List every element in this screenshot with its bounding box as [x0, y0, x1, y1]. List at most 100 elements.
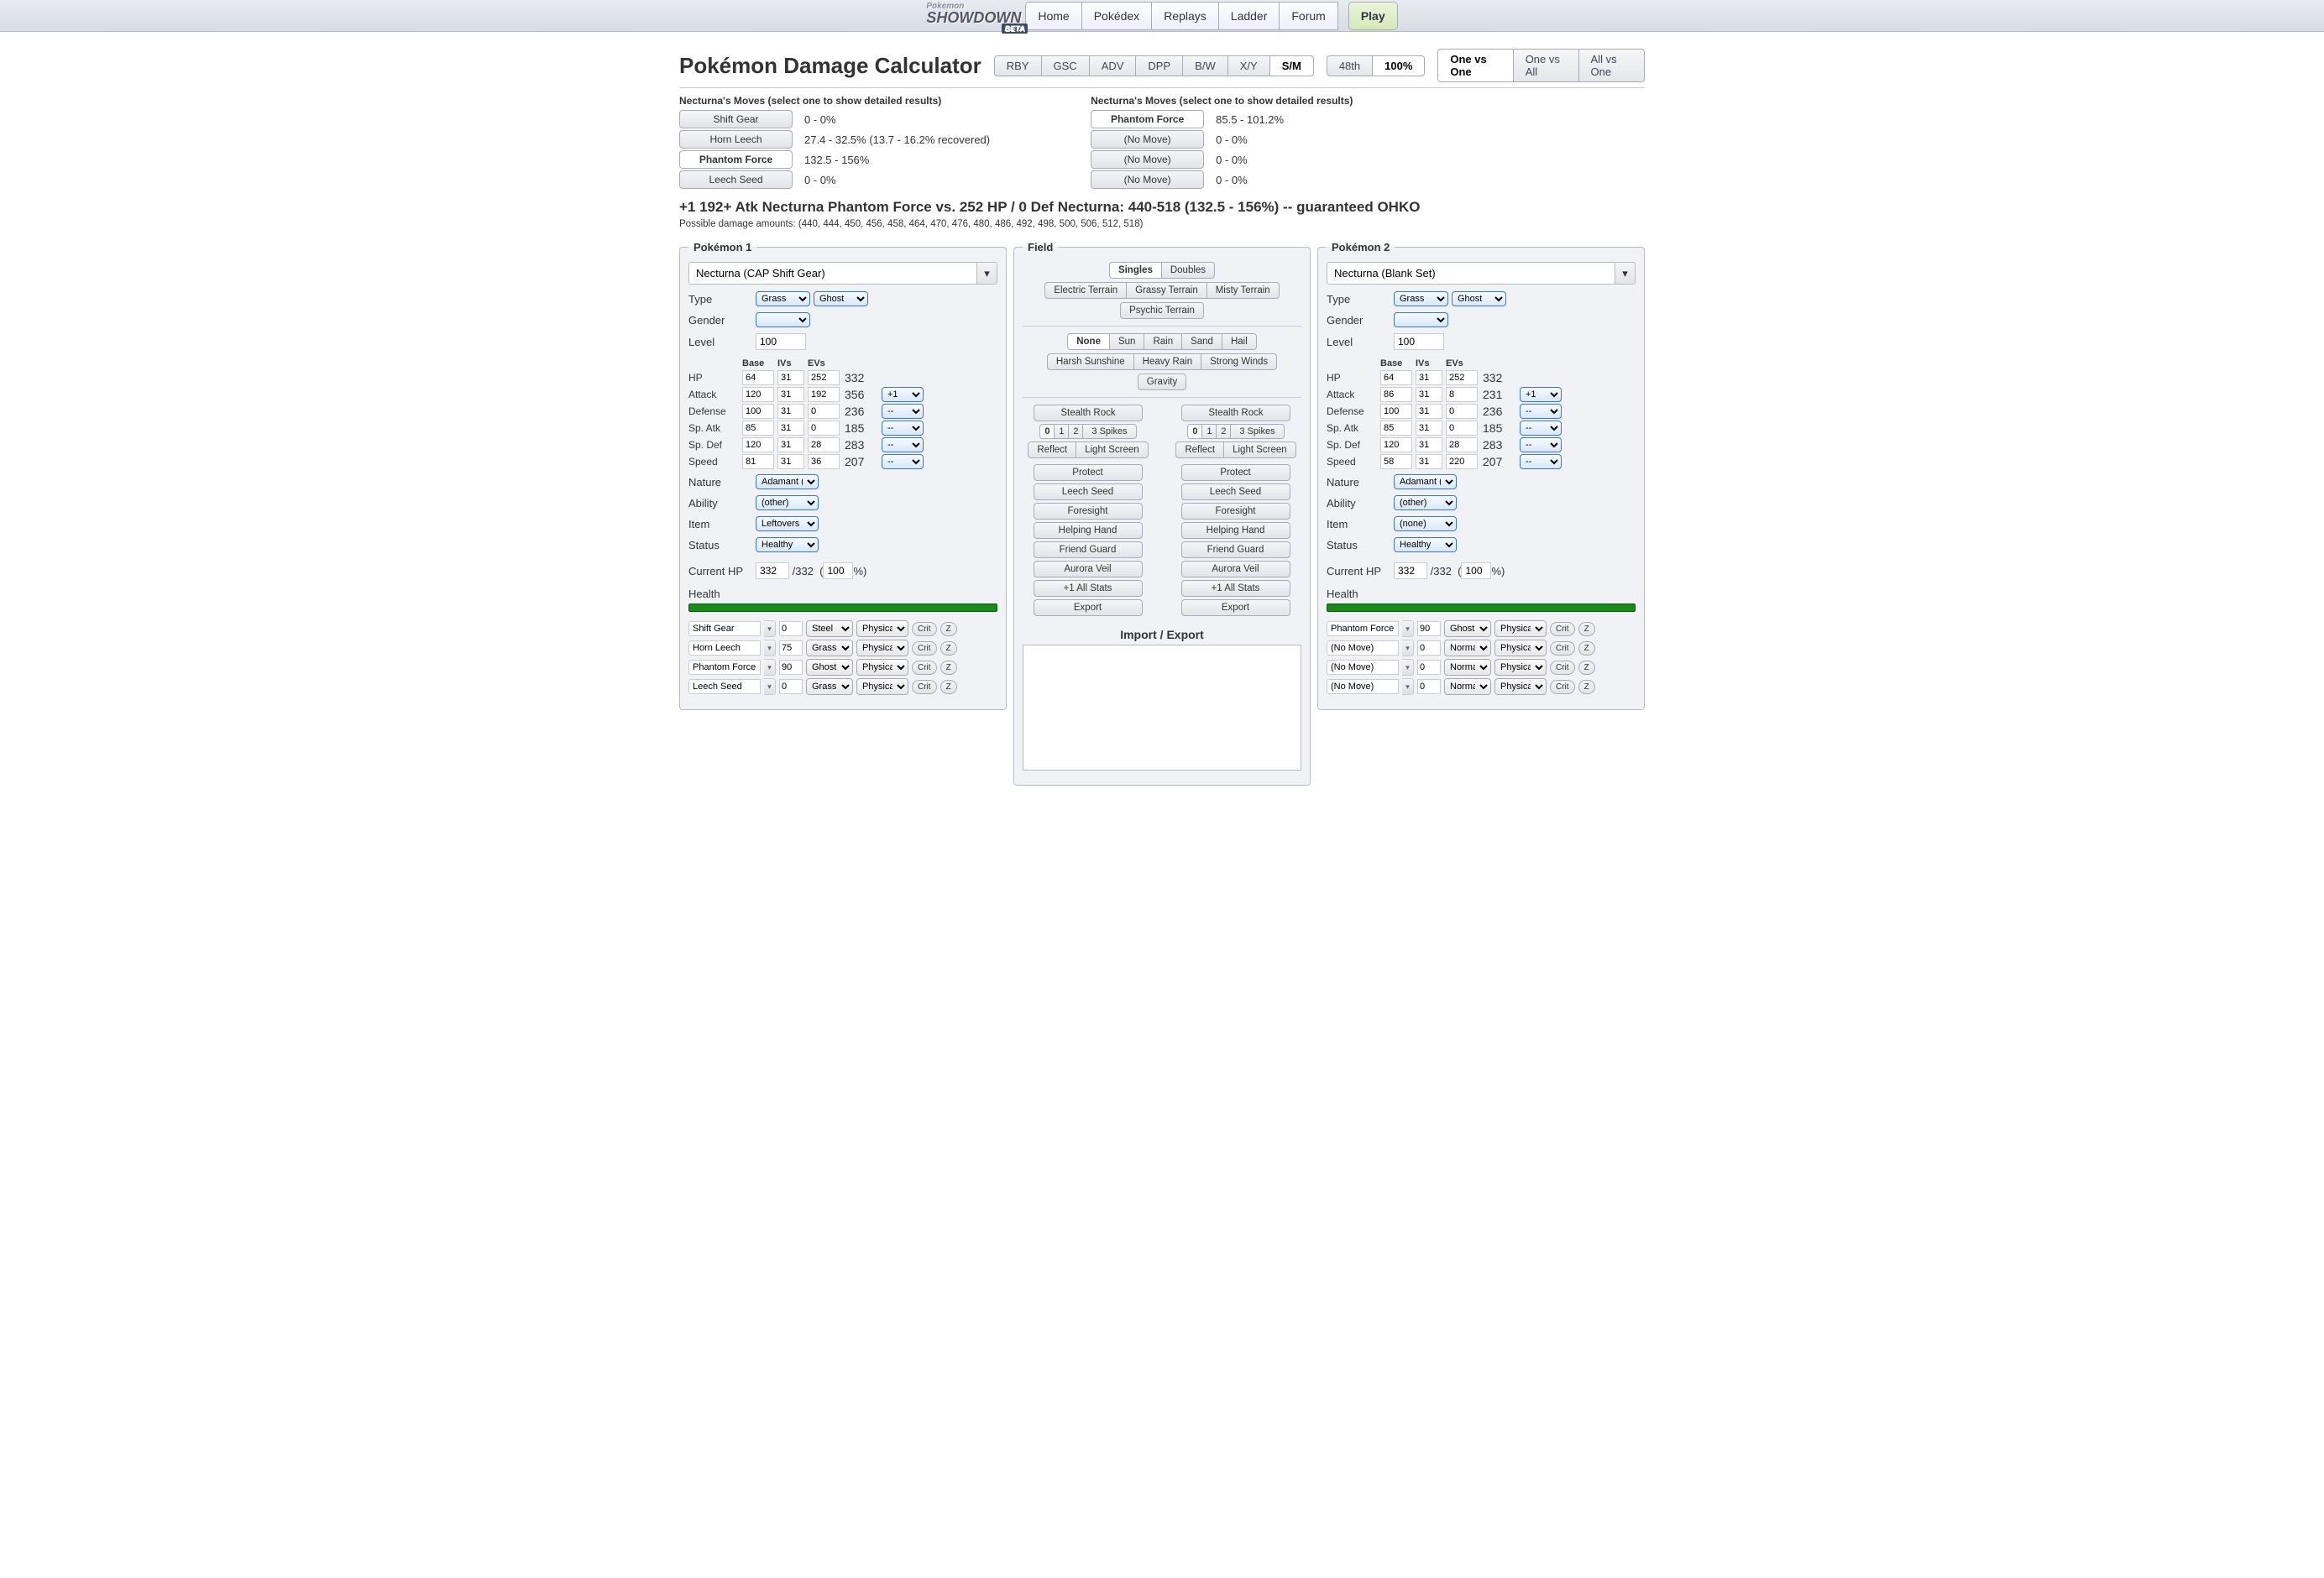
- field-protect[interactable]: Protect: [1034, 464, 1143, 481]
- nav-pokedex[interactable]: Pokédex: [1081, 2, 1152, 30]
- field--1-all-stats[interactable]: +1 All Stats: [1034, 580, 1143, 597]
- p1-slot-0-name[interactable]: [688, 621, 761, 636]
- level-tabs: 48th100%: [1327, 55, 1426, 76]
- p1-slot-1-name[interactable]: [688, 640, 761, 656]
- gen-tab-s-m[interactable]: S/M: [1269, 55, 1314, 76]
- field-harsh-sunshine[interactable]: Harsh Sunshine: [1047, 353, 1134, 370]
- field-strong-winds[interactable]: Strong Winds: [1201, 353, 1277, 370]
- p2-slot-0-z[interactable]: Z: [1578, 622, 1595, 636]
- right-move-3[interactable]: (No Move): [1091, 170, 1204, 189]
- p1-slot-2-z[interactable]: Z: [940, 661, 957, 675]
- p2-slot-2-name[interactable]: [1327, 660, 1399, 675]
- field-helping-hand[interactable]: Helping Hand: [1181, 522, 1290, 539]
- gen-tab-rby[interactable]: RBY: [994, 55, 1042, 76]
- nav-forum[interactable]: Forum: [1279, 2, 1337, 30]
- field--1-all-stats[interactable]: +1 All Stats: [1181, 580, 1290, 597]
- field-leech-seed[interactable]: Leech Seed: [1034, 483, 1143, 500]
- mode-tab-one-vs-one[interactable]: One vs One: [1437, 49, 1513, 82]
- p2-slot-3-name[interactable]: [1327, 679, 1399, 694]
- nav-ladder[interactable]: Ladder: [1218, 2, 1280, 30]
- p1-slot-1-z[interactable]: Z: [940, 641, 957, 656]
- field-protect[interactable]: Protect: [1181, 464, 1290, 481]
- right-move-2[interactable]: (No Move): [1091, 150, 1204, 169]
- p1-slot-3-crit[interactable]: Crit: [912, 680, 937, 694]
- field-grassy-terrain[interactable]: Grassy Terrain: [1126, 282, 1207, 299]
- field-psychic-terrain[interactable]: Psychic Terrain: [1120, 302, 1204, 319]
- field-electric-terrain[interactable]: Electric Terrain: [1044, 282, 1127, 299]
- field-sand[interactable]: Sand: [1181, 333, 1222, 350]
- damage-amounts: Possible damage amounts: (440, 444, 450,…: [679, 219, 1645, 229]
- left-move-0[interactable]: Shift Gear: [679, 110, 793, 128]
- nav-replays[interactable]: Replays: [1151, 2, 1219, 30]
- field-light-screen[interactable]: Light Screen: [1076, 442, 1149, 458]
- field-stealth-rock[interactable]: Stealth Rock: [1034, 405, 1143, 421]
- field-friend-guard[interactable]: Friend Guard: [1181, 541, 1290, 558]
- p1-slot-0-z[interactable]: Z: [940, 622, 957, 636]
- field-light-screen[interactable]: Light Screen: [1223, 442, 1296, 458]
- gen-tab-dpp[interactable]: DPP: [1135, 55, 1183, 76]
- lvl-tab-100-[interactable]: 100%: [1372, 55, 1425, 76]
- field-export[interactable]: Export: [1181, 599, 1290, 616]
- field-stealth-rock[interactable]: Stealth Rock: [1181, 405, 1290, 421]
- gen-tab-gsc[interactable]: GSC: [1041, 55, 1090, 76]
- left-move-3[interactable]: Leech Seed: [679, 170, 793, 189]
- field-friend-guard[interactable]: Friend Guard: [1034, 541, 1143, 558]
- p2-slot-2-crit[interactable]: Crit: [1550, 661, 1575, 675]
- p2-slot-1-name[interactable]: [1327, 640, 1399, 656]
- left-move-2[interactable]: Phantom Force: [679, 150, 793, 169]
- field-heavy-rain[interactable]: Heavy Rain: [1133, 353, 1201, 370]
- field-export[interactable]: Export: [1034, 599, 1143, 616]
- field-misty-terrain[interactable]: Misty Terrain: [1206, 282, 1280, 299]
- p2-slot-2-z[interactable]: Z: [1578, 661, 1595, 675]
- field-singles[interactable]: Singles: [1109, 262, 1162, 279]
- field-leech-seed[interactable]: Leech Seed: [1181, 483, 1290, 500]
- nav-home[interactable]: Home: [1025, 2, 1081, 30]
- field-doubles[interactable]: Doubles: [1161, 262, 1215, 279]
- field-reflect[interactable]: Reflect: [1175, 442, 1224, 458]
- p1-slot-2-name[interactable]: [688, 660, 761, 675]
- mode-tab-all-vs-one[interactable]: All vs One: [1578, 49, 1645, 82]
- field-aurora-veil[interactable]: Aurora Veil: [1034, 561, 1143, 577]
- p2-slot-0-crit[interactable]: Crit: [1550, 622, 1575, 636]
- import-export-textarea[interactable]: [1023, 645, 1301, 771]
- field-foresight[interactable]: Foresight: [1181, 503, 1290, 520]
- p2-slot-1-z[interactable]: Z: [1578, 641, 1595, 656]
- p2-slot-3-z[interactable]: Z: [1578, 680, 1595, 694]
- field-none[interactable]: None: [1067, 333, 1110, 350]
- left-move-dmg-0: 0 - 0%: [804, 113, 836, 126]
- left-move-1[interactable]: Horn Leech: [679, 130, 793, 149]
- field-reflect[interactable]: Reflect: [1028, 442, 1076, 458]
- field-hail[interactable]: Hail: [1222, 333, 1257, 350]
- p2-slot-3-crit[interactable]: Crit: [1550, 680, 1575, 694]
- p2-set-input[interactable]: [1327, 262, 1615, 285]
- logo: Pokemon SHOWDOWN BETA: [926, 4, 1021, 27]
- gen-tab-b-w[interactable]: B/W: [1182, 55, 1228, 76]
- result-text: +1 192+ Atk Necturna Phantom Force vs. 2…: [679, 199, 1645, 216]
- p2-slot-1-crit[interactable]: Crit: [1550, 641, 1575, 656]
- mode-tab-one-vs-all[interactable]: One vs All: [1513, 49, 1579, 82]
- p1-set-input[interactable]: [688, 262, 977, 285]
- p1-slot-3-z[interactable]: Z: [940, 680, 957, 694]
- p1-slot-3-name[interactable]: [688, 679, 761, 694]
- p2-set-dropdown[interactable]: ▾: [1615, 262, 1636, 285]
- field-helping-hand[interactable]: Helping Hand: [1034, 522, 1143, 539]
- pokemon-1-panel: Pokémon 1 ▾TypeGrassGhostGenderLevelBase…: [679, 241, 1007, 710]
- field-foresight[interactable]: Foresight: [1034, 503, 1143, 520]
- p1-slot-2-crit[interactable]: Crit: [912, 661, 937, 675]
- right-moves-label: Necturna's Moves (select one to show det…: [1091, 95, 1353, 107]
- gen-tab-x-y[interactable]: X/Y: [1227, 55, 1270, 76]
- field-sun[interactable]: Sun: [1109, 333, 1144, 350]
- field-rain[interactable]: Rain: [1144, 333, 1182, 350]
- lvl-tab-48th[interactable]: 48th: [1327, 55, 1373, 76]
- field-aurora-veil[interactable]: Aurora Veil: [1181, 561, 1290, 577]
- right-move-dmg-0: 85.5 - 101.2%: [1216, 113, 1284, 126]
- p1-slot-1-crit[interactable]: Crit: [912, 641, 937, 656]
- p1-slot-0-crit[interactable]: Crit: [912, 622, 937, 636]
- right-move-1[interactable]: (No Move): [1091, 130, 1204, 149]
- nav-play[interactable]: Play: [1348, 2, 1398, 30]
- p1-set-dropdown[interactable]: ▾: [977, 262, 997, 285]
- right-move-0[interactable]: Phantom Force: [1091, 110, 1204, 128]
- gen-tab-adv[interactable]: ADV: [1089, 55, 1137, 76]
- field-gravity[interactable]: Gravity: [1138, 374, 1186, 390]
- p2-slot-0-name[interactable]: [1327, 621, 1399, 636]
